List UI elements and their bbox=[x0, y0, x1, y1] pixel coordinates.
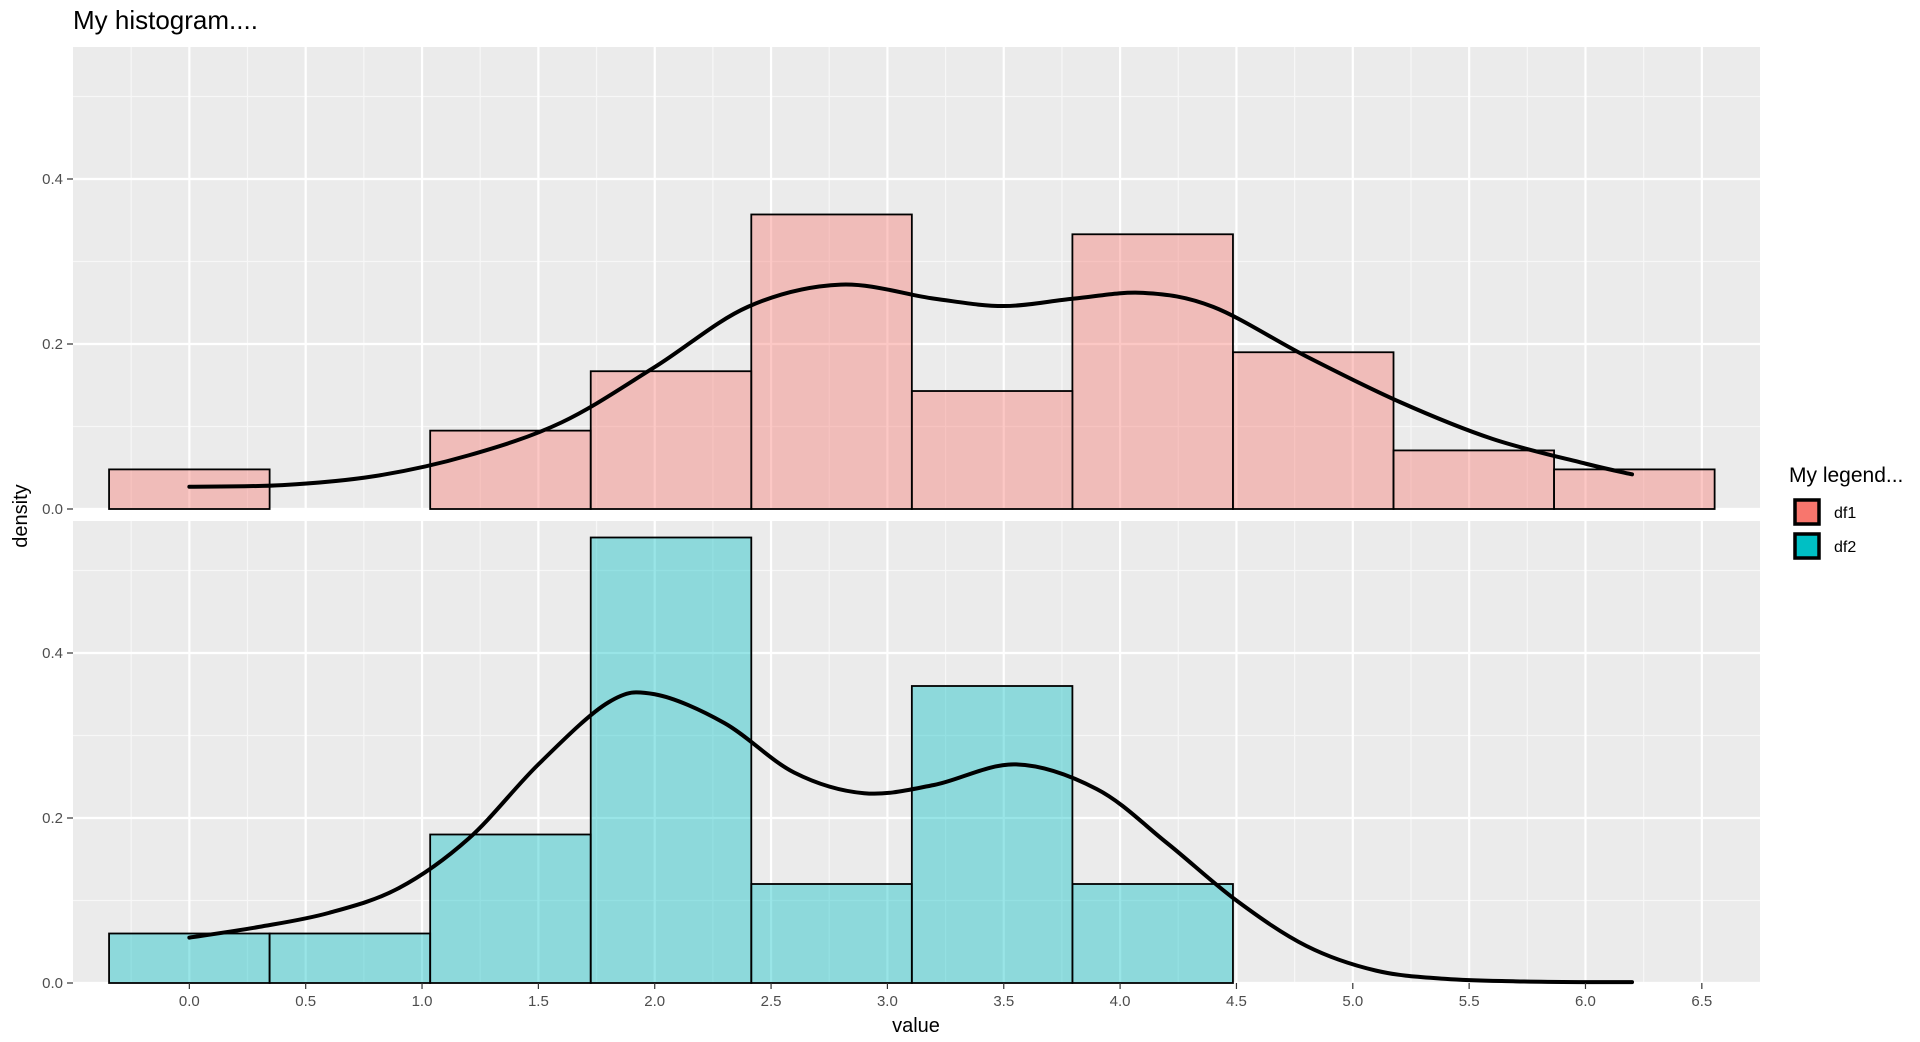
histogram-bar bbox=[1553, 468, 1716, 510]
x-tick-label: 5.0 bbox=[1342, 993, 1363, 1010]
x-axis: 0.0 0.5 1.0 1.5 2.0 2.5 3.0 3.5 4.0 4.5 5.0 5.5 6.0 6… bbox=[179, 983, 1712, 1010]
x-axis-title: value bbox=[892, 1015, 940, 1037]
x-tick-label: 3.5 bbox=[993, 993, 1014, 1010]
histogram-bar bbox=[108, 468, 271, 510]
histogram-bar bbox=[589, 536, 753, 984]
y-tick-label: 0.0 bbox=[42, 975, 63, 992]
histogram-bar bbox=[1071, 883, 1234, 984]
x-tick-label: 5.5 bbox=[1459, 993, 1480, 1010]
legend-label-df2: df2 bbox=[1834, 539, 1856, 556]
histogram-bar bbox=[750, 883, 913, 984]
legend-swatch-df2 bbox=[1793, 532, 1821, 560]
y-tick-label: 0.2 bbox=[42, 810, 63, 827]
density-curve bbox=[187, 690, 1635, 985]
histogram-bar bbox=[108, 932, 271, 984]
y-axis-title: density bbox=[10, 484, 32, 547]
x-tick-label: 0.5 bbox=[295, 993, 316, 1010]
facet-panels: 0.0 0.2 0.4 0.0 0.2 0.4 bbox=[42, 47, 1760, 992]
y-tick-label: 0.4 bbox=[42, 171, 63, 188]
histogram-bar bbox=[268, 932, 432, 984]
legend-swatch-df1 bbox=[1793, 498, 1821, 526]
histogram-bar bbox=[429, 833, 592, 984]
y-tick-label: 0.2 bbox=[42, 336, 63, 353]
chart-title: My histogram.... bbox=[73, 5, 258, 35]
histogram-bar bbox=[1071, 233, 1234, 510]
legend: My legend... df1 df2 bbox=[1789, 464, 1903, 560]
x-tick-label: 3.0 bbox=[877, 993, 898, 1010]
density-curve bbox=[187, 282, 1635, 489]
x-tick-label: 2.5 bbox=[761, 993, 782, 1010]
y-tick-label: 0.4 bbox=[42, 645, 63, 662]
panel-df2: 0.0 0.2 0.4 bbox=[42, 521, 1760, 992]
legend-label-df1: df1 bbox=[1834, 505, 1856, 522]
histogram-bar bbox=[750, 213, 913, 510]
x-tick-label: 4.5 bbox=[1226, 993, 1247, 1010]
panel-df1: 0.0 0.2 0.4 bbox=[42, 47, 1760, 518]
histogram-bar bbox=[910, 685, 1074, 984]
histogram-bar bbox=[910, 390, 1074, 510]
histogram-bar bbox=[1232, 351, 1395, 510]
x-tick-label: 2.0 bbox=[644, 993, 665, 1010]
x-tick-label: 6.5 bbox=[1691, 993, 1712, 1010]
x-tick-label: 6.0 bbox=[1575, 993, 1596, 1010]
x-tick-label: 4.0 bbox=[1110, 993, 1131, 1010]
legend-title: My legend... bbox=[1789, 464, 1903, 487]
histogram-bar bbox=[1392, 449, 1555, 510]
x-tick-label: 0.0 bbox=[179, 993, 200, 1010]
y-tick-label: 0.0 bbox=[42, 501, 63, 518]
panel-background bbox=[73, 47, 1760, 509]
x-tick-label: 1.0 bbox=[412, 993, 433, 1010]
x-tick-label: 1.5 bbox=[528, 993, 549, 1010]
